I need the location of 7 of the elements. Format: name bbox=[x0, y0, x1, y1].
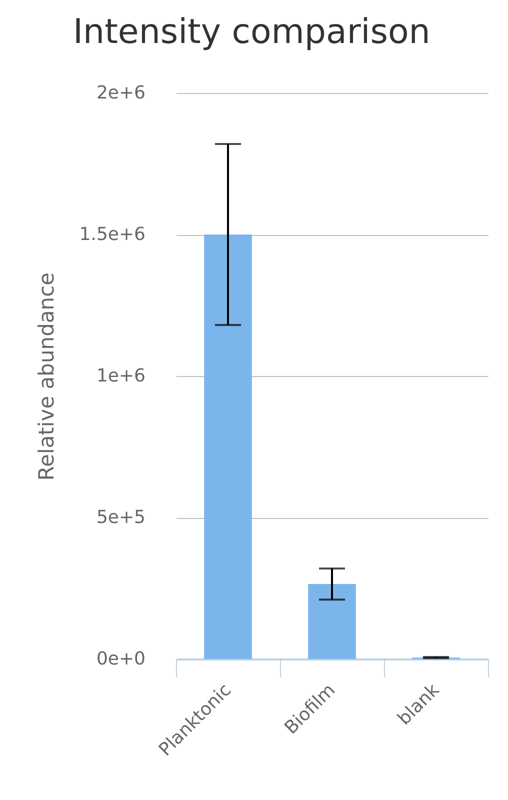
y-tick-label: 2e+6 bbox=[96, 82, 146, 104]
y-tick-label: 1.5e+6 bbox=[79, 224, 146, 245]
y-tick-label: 1e+6 bbox=[96, 366, 146, 386]
y-tick-label: 0e+0 bbox=[96, 648, 146, 670]
y-axis-title: Relative abundance bbox=[34, 272, 58, 481]
chart-title: Intensity comparison bbox=[73, 12, 430, 52]
y-tick-label: 5e+5 bbox=[96, 507, 146, 528]
